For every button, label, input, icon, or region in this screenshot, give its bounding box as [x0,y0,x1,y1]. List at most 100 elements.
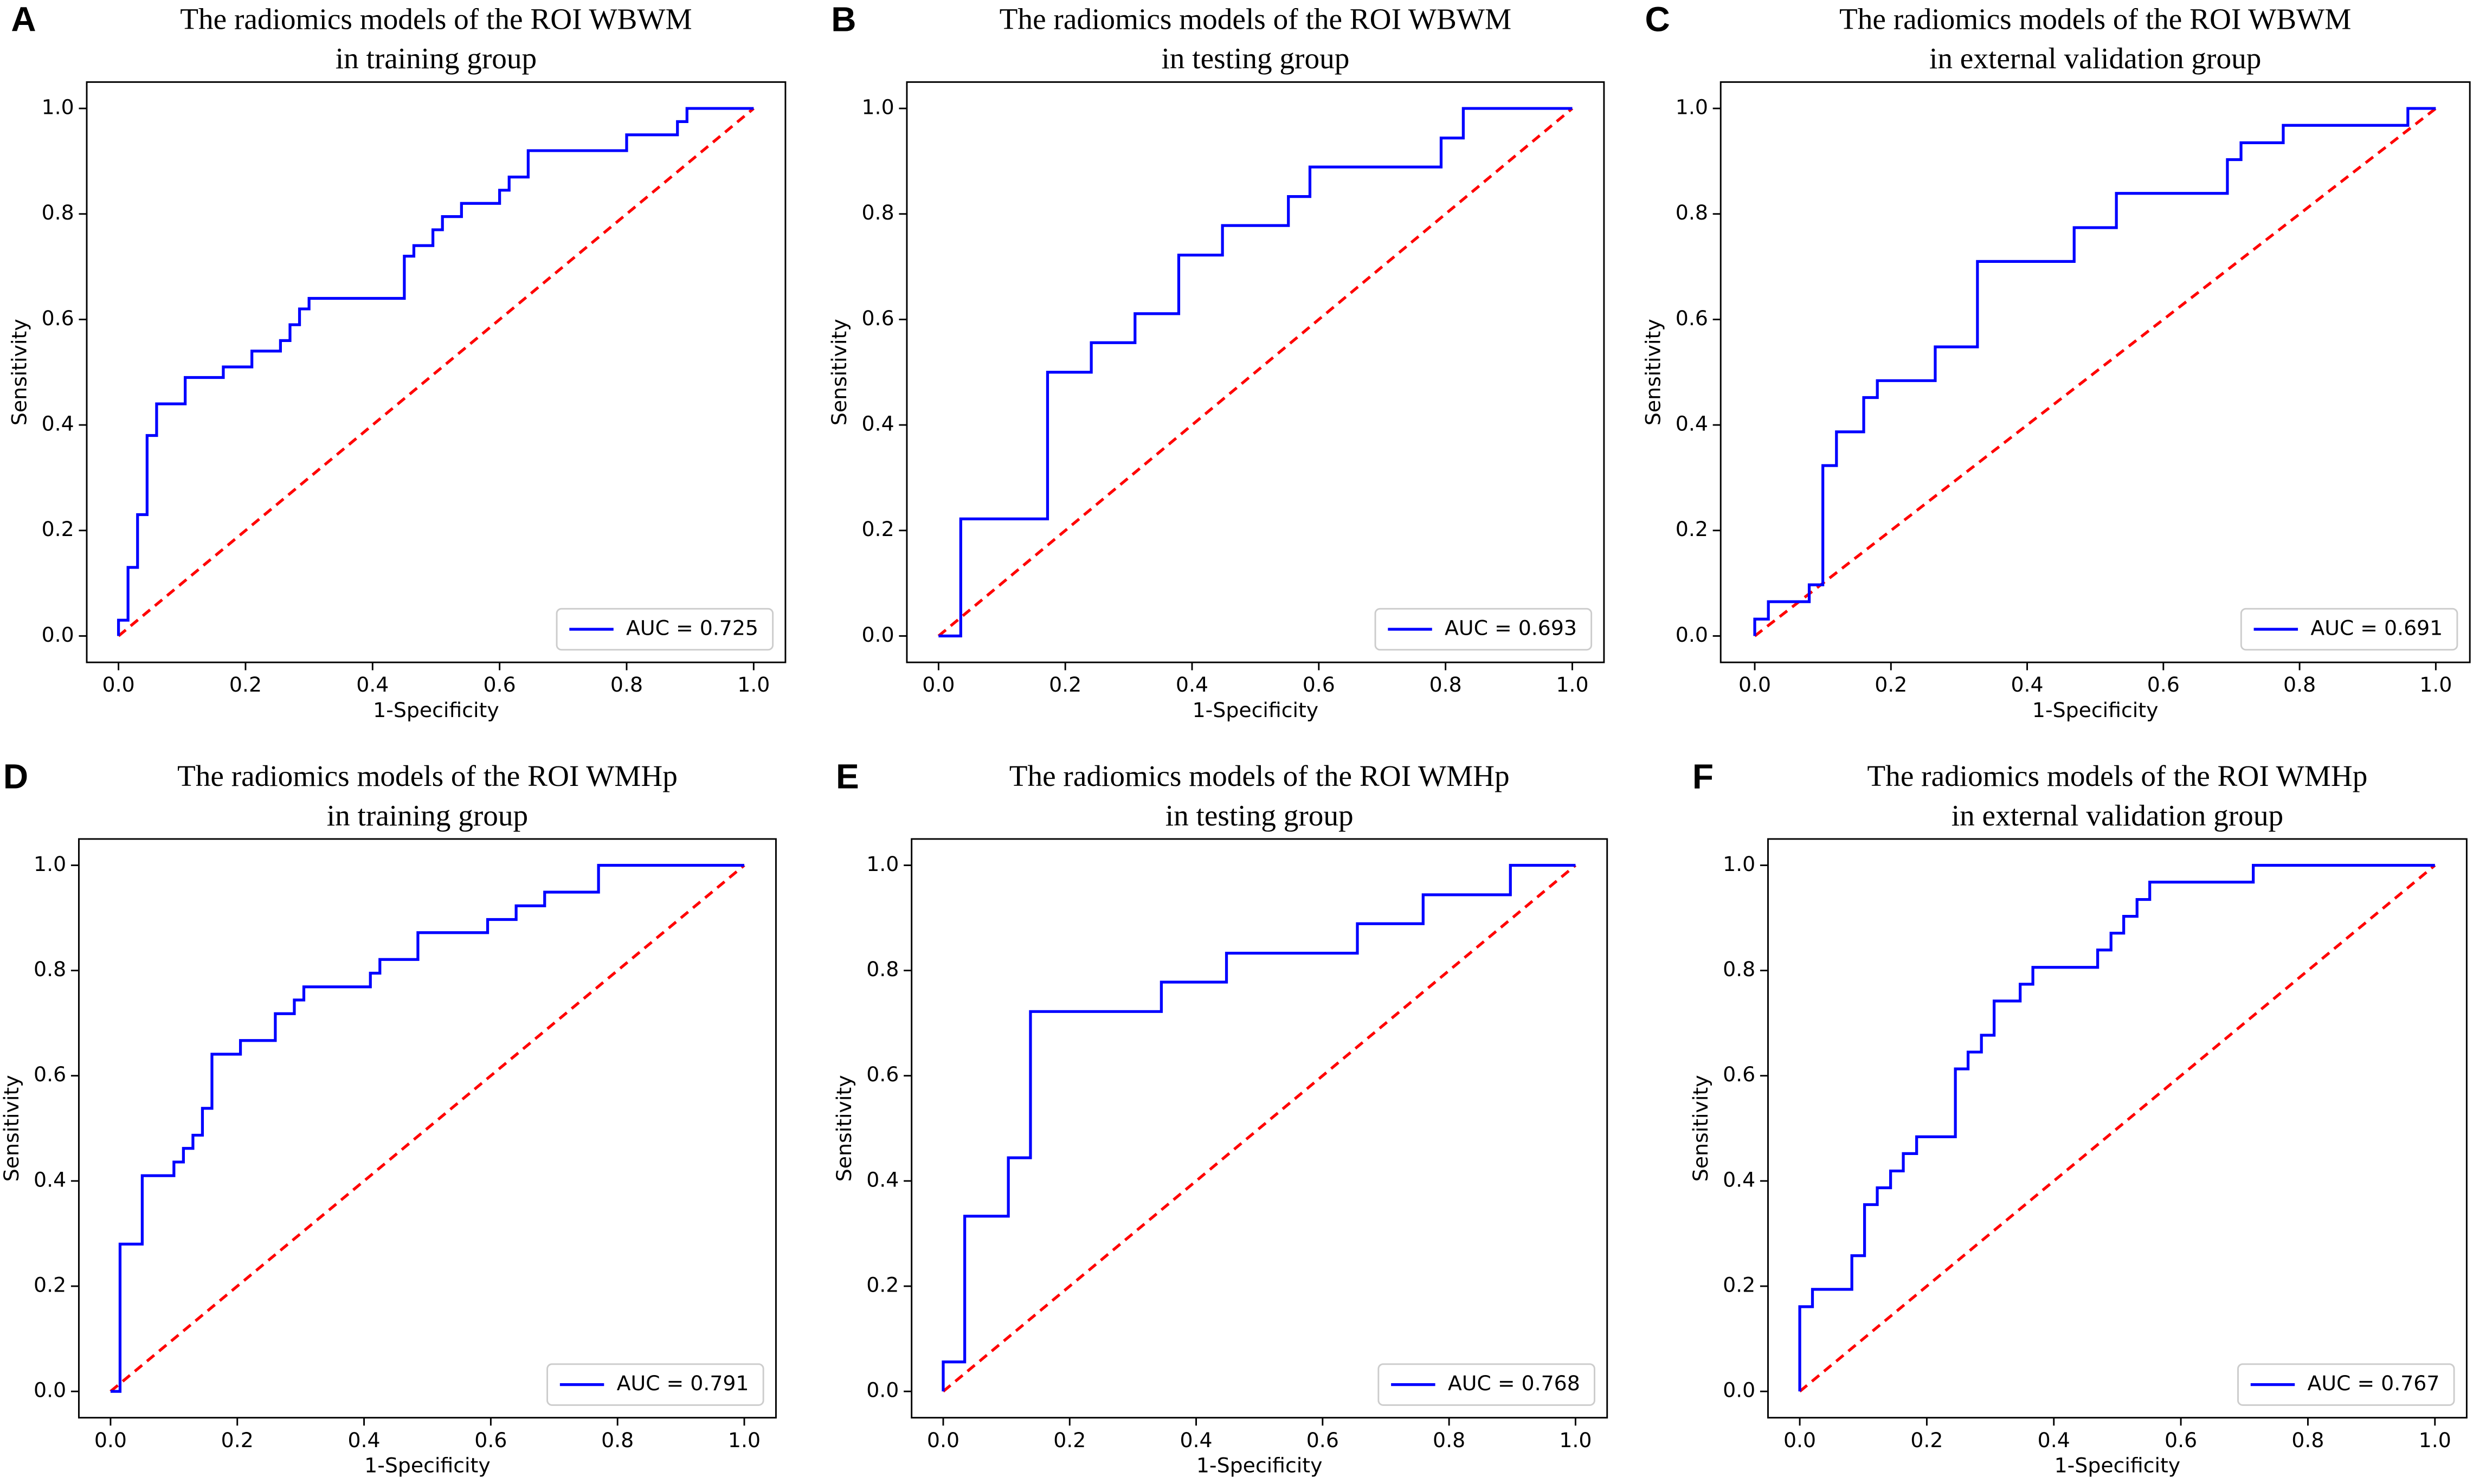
y-axis-label: Sensitivity [1689,1075,1712,1182]
x-tick-label: 0.6 [484,673,516,696]
x-tick-label: 0.6 [1306,1428,1339,1452]
y-tick-label: 0.2 [42,517,74,541]
x-tick-label: 0.4 [2011,673,2043,696]
x-tick-label: 0.0 [1783,1428,1816,1452]
y-tick-label: 0.8 [42,201,74,224]
x-tick-label: 1.0 [1559,1428,1592,1452]
reference-line [1799,864,2436,1393]
legend-box [556,608,774,651]
y-tick-label: 0.0 [862,623,894,647]
y-tick-label: 1.0 [862,95,894,119]
chart-title: in external validation group [1929,42,2261,75]
x-tick-label: 0.8 [601,1428,634,1452]
reference-line [942,864,1577,1393]
reference-line [937,107,1574,637]
legend-box [1374,608,1593,651]
y-tick-label: 0.4 [34,1167,66,1191]
y-tick-label: 0.0 [1723,1378,1755,1402]
y-tick-label: 0.6 [1676,306,1708,330]
x-tick-label: 0.8 [1429,673,1462,696]
legend-label: AUC = 0.691 [2310,616,2443,640]
y-tick-label: 0.2 [862,517,894,541]
x-tick-label: 0.8 [2283,673,2316,696]
axes-frame [1719,81,2471,663]
x-tick-label: 0.4 [2038,1428,2070,1452]
legend-label: AUC = 0.768 [1448,1371,1580,1395]
y-tick-label: 0.8 [1723,957,1755,981]
x-tick-label: 0.6 [2165,1428,2197,1452]
y-tick-label: 1.0 [1723,852,1755,876]
panel-label: F [1692,757,1714,796]
x-axis-label: 1-Specificity [364,1453,491,1477]
chart-title: The radiomics models of the ROI WBWM [1000,3,1511,36]
legend-label: AUC = 0.791 [617,1371,749,1395]
y-axis-label: Sensitivity [0,1075,23,1182]
reference-line [110,864,745,1393]
roc-curve [938,107,1573,638]
chart-title: in testing group [1161,42,1349,75]
y-tick-label: 0.0 [34,1378,66,1402]
x-tick-label: 1.0 [1556,673,1588,696]
y-tick-label: 0.8 [34,957,66,981]
x-tick-label: 0.0 [94,1428,127,1452]
y-axis-label: Sensitivity [827,319,851,425]
chart-title: in training group [336,42,537,75]
x-axis-label: 1-Specificity [373,698,499,722]
x-axis-label: 1-Specificity [2055,1453,2181,1477]
roc-curve [942,863,1576,1392]
y-tick-label: 0.2 [1723,1273,1755,1297]
y-tick-label: 0.0 [866,1378,899,1402]
roc-curve [117,107,754,636]
panel-label: B [831,0,856,39]
chart-title: The radiomics models of the ROI WMHp [1009,759,1510,792]
x-tick-label: 0.8 [610,673,643,696]
panel: A The radiomics models of the ROI WBWM in … [7,0,787,722]
x-tick-label: 0.0 [927,1428,959,1452]
chart-title: in training group [327,799,528,832]
x-tick-label: 0.6 [1303,673,1335,696]
x-tick-label: 0.2 [1910,1428,1943,1452]
x-tick-label: 0.0 [102,673,135,696]
x-tick-label: 0.4 [347,1428,380,1452]
panel-label: D [3,757,28,796]
y-tick-label: 0.6 [1723,1062,1755,1086]
y-tick-label: 0.8 [1676,201,1708,224]
legend-label: AUC = 0.725 [626,616,758,640]
x-tick-label: 0.2 [229,673,262,696]
chart-title: in testing group [1165,799,1354,832]
x-tick-label: 0.0 [1738,673,1771,696]
roc-curve [1798,863,2435,1392]
x-tick-label: 0.6 [2147,673,2180,696]
y-tick-label: 0.8 [862,201,894,224]
y-tick-label: 0.4 [42,412,74,436]
x-tick-label: 0.4 [1176,673,1208,696]
y-axis-label: Sensitivity [832,1075,856,1182]
y-tick-label: 0.0 [42,623,74,647]
y-tick-label: 1.0 [42,95,74,119]
x-tick-label: 0.8 [2291,1428,2324,1452]
axes-frame [1767,838,2468,1419]
x-tick-label: 1.0 [728,1428,761,1452]
x-tick-label: 0.2 [221,1428,254,1452]
y-tick-label: 0.8 [866,957,899,981]
legend-box [1377,1363,1595,1406]
x-tick-label: 0.8 [1433,1428,1465,1452]
y-axis-label: Sensitivity [1641,319,1665,425]
x-tick-label: 1.0 [737,673,770,696]
y-axis-label: Sensitivity [7,319,31,425]
y-tick-label: 0.6 [42,306,74,330]
x-tick-label: 0.4 [356,673,389,696]
chart-title: The radiomics models of the ROI WMHp [1867,759,2367,792]
x-tick-label: 0.2 [1049,673,1081,696]
y-tick-label: 0.4 [862,412,894,436]
y-tick-label: 1.0 [1676,95,1708,119]
panel-label: A [11,0,36,39]
chart-title: The radiomics models of the ROI WBWM [1839,3,2351,36]
x-tick-label: 0.0 [922,673,955,696]
legend-label: AUC = 0.693 [1445,616,1577,640]
x-tick-label: 0.2 [1053,1428,1086,1452]
y-tick-label: 0.6 [866,1062,899,1086]
x-axis-label: 1-Specificity [1196,1453,1323,1477]
y-tick-label: 0.6 [862,306,894,330]
